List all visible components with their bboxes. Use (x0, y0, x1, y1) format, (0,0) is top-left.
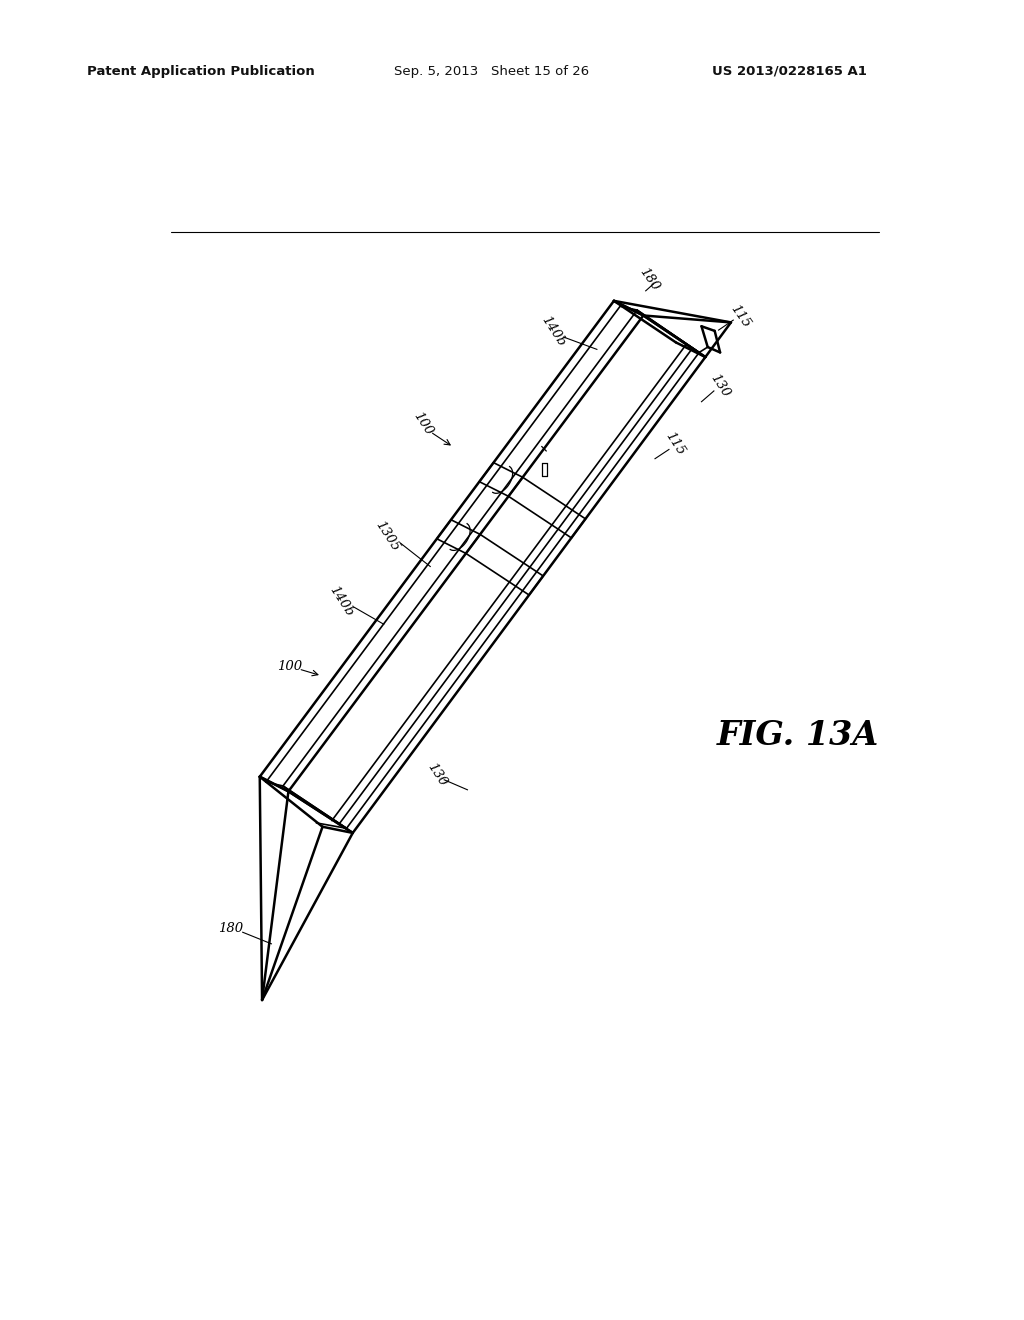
Text: 180: 180 (636, 265, 662, 293)
Text: 1305: 1305 (373, 519, 402, 553)
Text: 180: 180 (218, 921, 244, 935)
Text: US 2013/0228165 A1: US 2013/0228165 A1 (712, 65, 866, 78)
Text: Patent Application Publication: Patent Application Publication (87, 65, 314, 78)
Text: 115: 115 (663, 429, 687, 457)
Text: 140b: 140b (327, 583, 355, 619)
Text: 130: 130 (424, 760, 449, 788)
Text: 100: 100 (411, 411, 435, 438)
Text: 115: 115 (728, 302, 753, 330)
Text: 130: 130 (708, 371, 732, 400)
Text: 100: 100 (276, 660, 302, 673)
Text: Sep. 5, 2013   Sheet 15 of 26: Sep. 5, 2013 Sheet 15 of 26 (394, 65, 590, 78)
Text: 140b: 140b (538, 314, 567, 350)
Text: FIG. 13A: FIG. 13A (717, 719, 880, 752)
